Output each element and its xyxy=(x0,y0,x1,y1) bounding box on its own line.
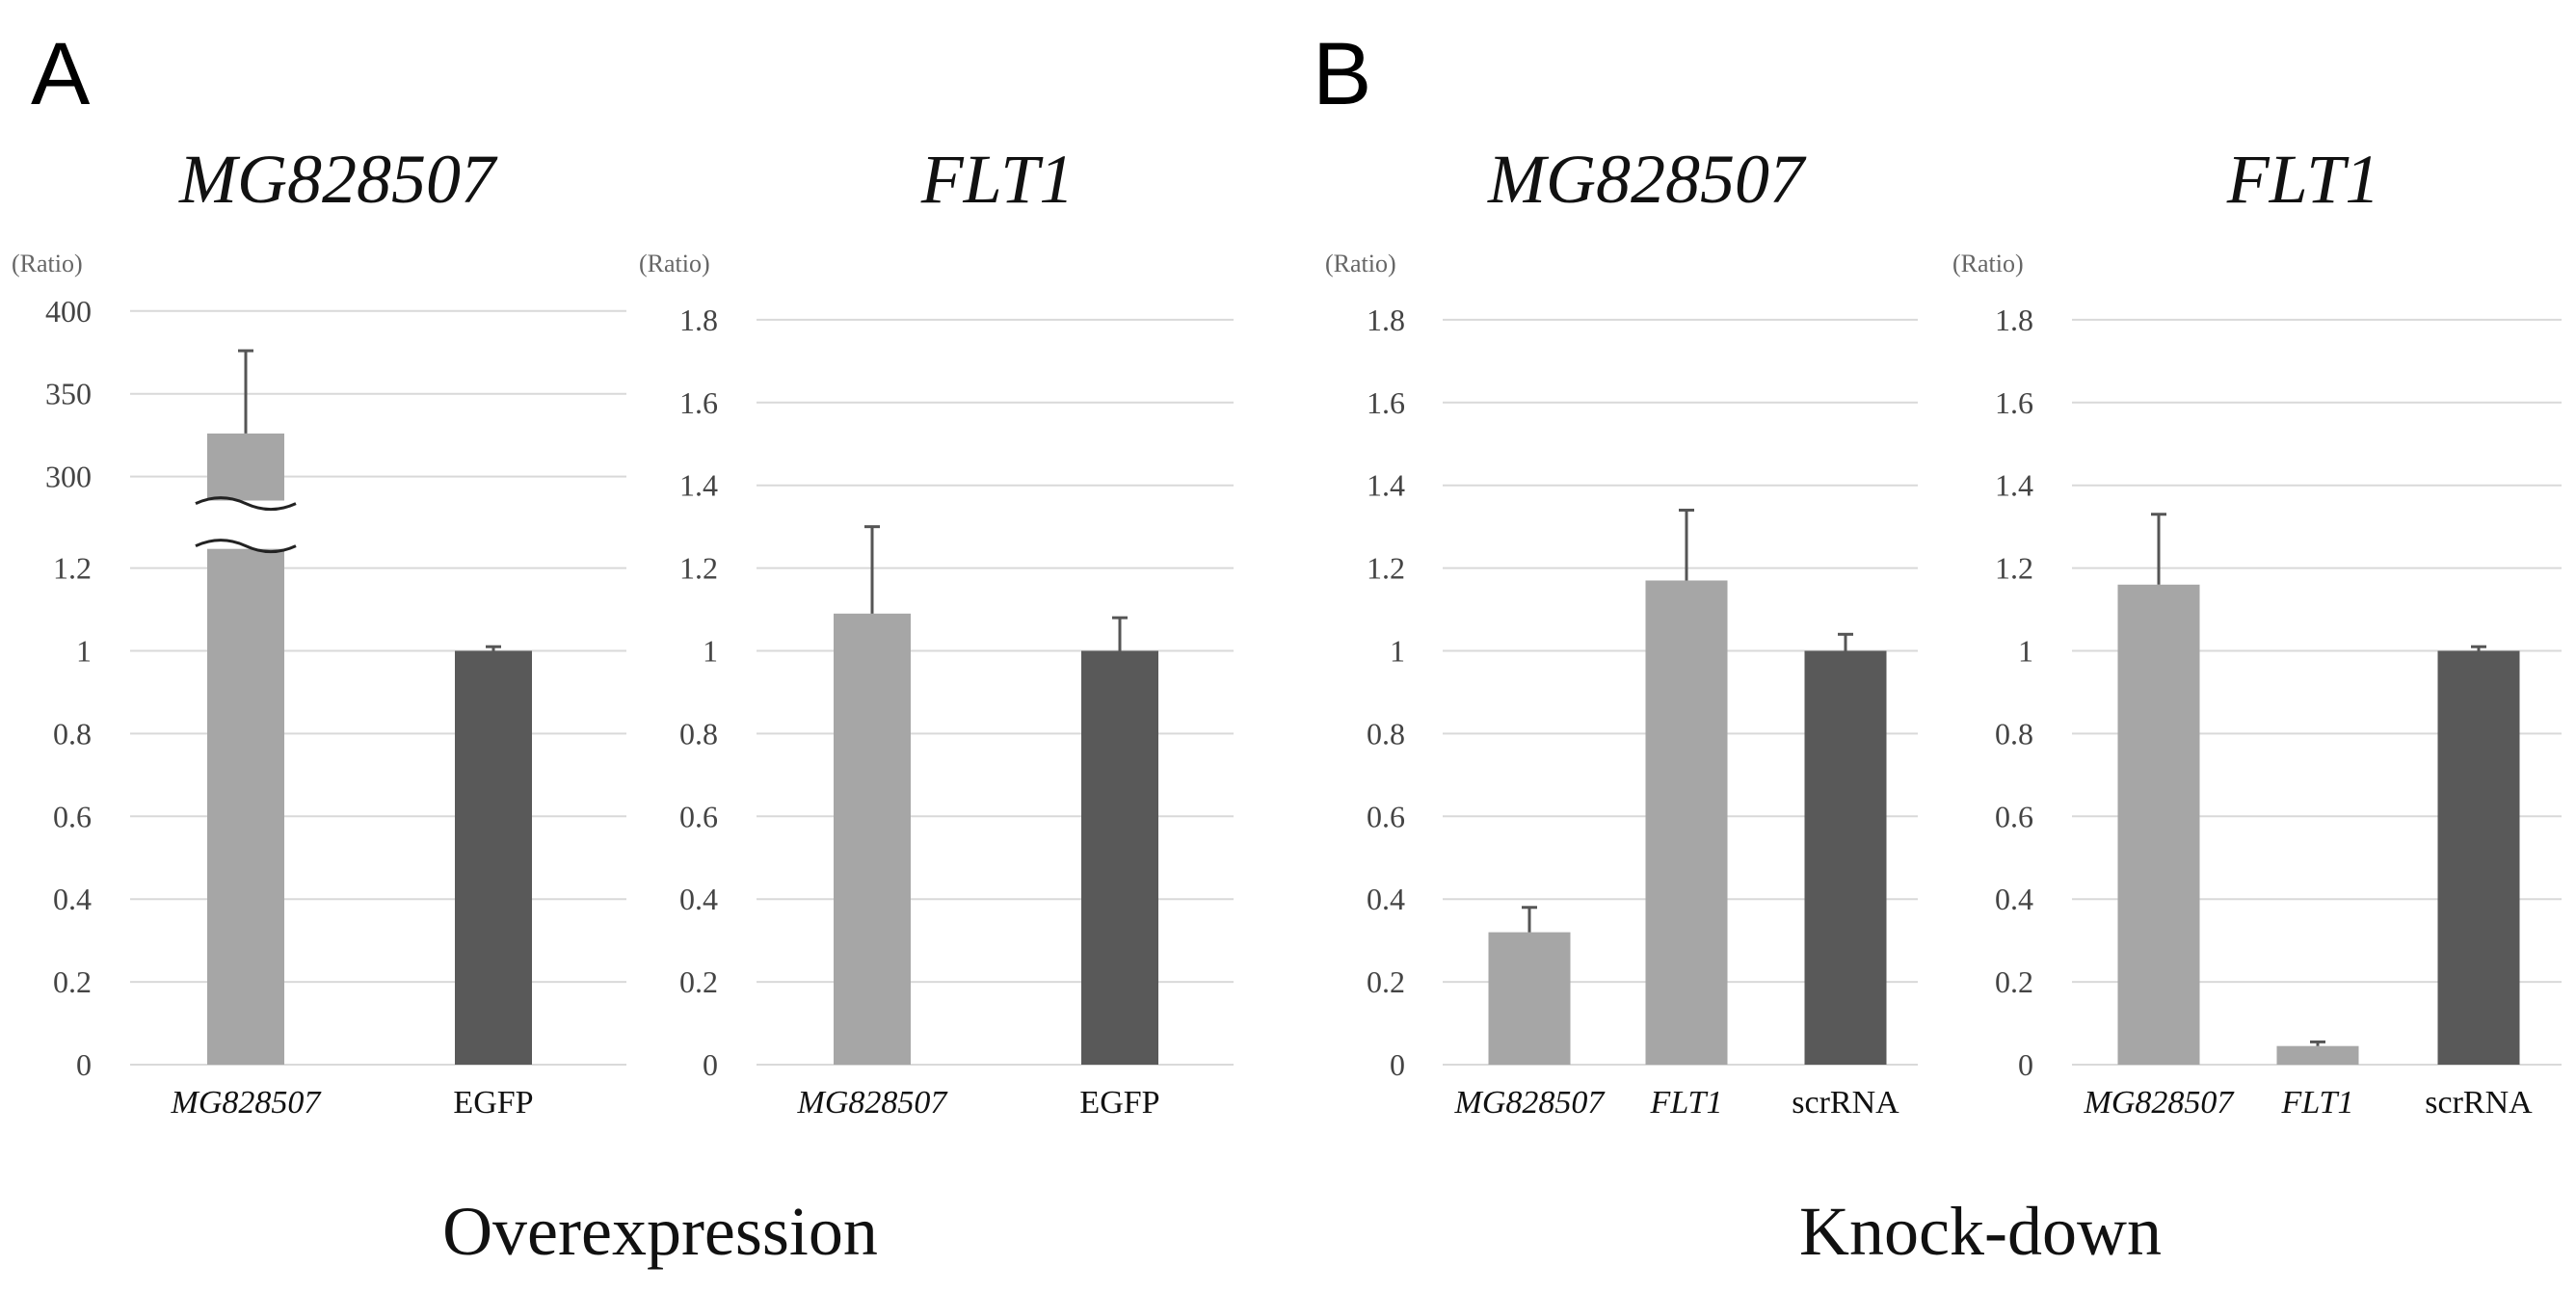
y-tick-label: 0.8 xyxy=(679,716,718,751)
y-tick-label: 1.4 xyxy=(1367,468,1405,503)
y-tick-label: 1.2 xyxy=(1995,551,2033,586)
y-axis-unit-label: (Ratio) xyxy=(1952,250,2024,277)
bar xyxy=(1488,932,1571,1065)
y-tick-label: 1 xyxy=(2018,634,2033,669)
y-tick-label: 0 xyxy=(703,1047,718,1082)
y-tick-label: 0.6 xyxy=(679,799,718,833)
y-tick-label: 1.6 xyxy=(1367,385,1405,420)
x-category-label: scrRNA xyxy=(2425,1085,2533,1121)
y-tick-label: 1 xyxy=(703,634,718,669)
y-tick-label: 1.8 xyxy=(679,303,718,337)
y-tick-label: 1 xyxy=(76,634,92,669)
axis-break-mark xyxy=(195,539,297,554)
x-category-label: EGFP xyxy=(1079,1085,1159,1121)
x-category-label: scrRNA xyxy=(1792,1085,1899,1121)
y-tick-label: 0.4 xyxy=(1367,882,1405,916)
y-tick-label: 0.8 xyxy=(1367,716,1405,751)
y-tick-label: 1.6 xyxy=(679,385,718,420)
y-tick-label: 1.6 xyxy=(1995,385,2033,420)
y-tick-label: 1.8 xyxy=(1995,303,2033,337)
panel-letter-b: B xyxy=(1313,25,1371,123)
y-tick-label: 0.2 xyxy=(53,964,92,999)
y-tick-label: 0.8 xyxy=(1995,716,2033,751)
bar xyxy=(1081,650,1158,1065)
y-tick-label: 1.2 xyxy=(679,551,718,586)
y-tick-label: 300 xyxy=(45,460,92,494)
x-category-label: MG828507 xyxy=(797,1085,949,1121)
chart-b-mg828507: MG828507 (Ratio) 0 0.2 0.4 0.6 0.8 1 1.2 1.4 1.6… xyxy=(1325,141,1918,1121)
y-tick-label: 0 xyxy=(2018,1047,2033,1082)
y-tick-label: 0.2 xyxy=(1995,964,2033,999)
y-axis-unit-label: (Ratio) xyxy=(12,250,83,277)
x-category-label: MG828507 xyxy=(171,1085,323,1121)
chart-title: FLT1 xyxy=(920,141,1075,218)
y-tick-label: 0.4 xyxy=(53,882,92,916)
x-category-label: MG828507 xyxy=(1454,1085,1607,1121)
bar xyxy=(1645,580,1728,1065)
y-tick-label: 1.4 xyxy=(1995,468,2033,503)
y-tick-label: 0.8 xyxy=(53,716,92,751)
bar-upper-segment xyxy=(207,433,284,501)
chart-title: FLT1 xyxy=(2226,141,2380,218)
bar xyxy=(2437,650,2520,1065)
y-tick-label: 0.6 xyxy=(1367,799,1405,833)
chart-a-flt1: FLT1 (Ratio) 0 0.2 0.4 0.6 0.8 1 1.2 1.4 1.6 1.8 M… xyxy=(639,141,1234,1121)
y-tick-label: 0 xyxy=(1390,1047,1405,1082)
chart-title: MG828507 xyxy=(1487,141,1807,218)
bar xyxy=(2276,1045,2359,1065)
panel-letter-a: A xyxy=(31,25,91,123)
bar xyxy=(834,613,911,1065)
y-tick-label: 0.4 xyxy=(1995,882,2033,916)
y-tick-label: 350 xyxy=(45,377,92,411)
chart-b-flt1: FLT1 (Ratio) 0 0.2 0.4 0.6 0.8 1 1.2 1.4 1.6 1.8 M… xyxy=(1952,141,2562,1121)
y-tick-label: 0.4 xyxy=(679,882,718,916)
bar-lower-segment xyxy=(207,548,284,1065)
y-tick-label: 1.2 xyxy=(1367,551,1405,586)
bar xyxy=(1804,650,1887,1065)
y-tick-label: 1 xyxy=(1390,634,1405,669)
y-tick-label: 1.2 xyxy=(53,551,92,586)
x-category-label: EGFP xyxy=(453,1085,533,1121)
x-category-label: MG828507 xyxy=(2084,1085,2236,1121)
y-axis-unit-label: (Ratio) xyxy=(1325,250,1396,277)
y-tick-label: 0.2 xyxy=(1367,964,1405,999)
bar xyxy=(2117,584,2200,1065)
y-tick-label: 0.6 xyxy=(53,799,92,833)
y-tick-label: 1.4 xyxy=(679,468,718,503)
y-tick-label: 400 xyxy=(45,294,92,329)
section-label-knockdown: Knock-down xyxy=(1799,1193,2162,1270)
chart-a-mg828507: MG828507 (Ratio) 0 0.2 0.4 0.6 0.8 1 1.2 300 350… xyxy=(12,141,626,1121)
section-label-overexpression: Overexpression xyxy=(442,1193,878,1270)
bar xyxy=(455,650,532,1065)
x-category-label: FLT1 xyxy=(1650,1085,1723,1121)
y-tick-label: 0.2 xyxy=(679,964,718,999)
y-tick-label: 0.6 xyxy=(1995,799,2033,833)
y-tick-label: 0 xyxy=(76,1047,92,1082)
x-category-label: FLT1 xyxy=(2281,1085,2354,1121)
axis-break-mark xyxy=(195,496,297,512)
y-tick-label: 1.8 xyxy=(1367,303,1405,337)
chart-title: MG828507 xyxy=(178,141,498,218)
y-axis-unit-label: (Ratio) xyxy=(639,250,710,277)
